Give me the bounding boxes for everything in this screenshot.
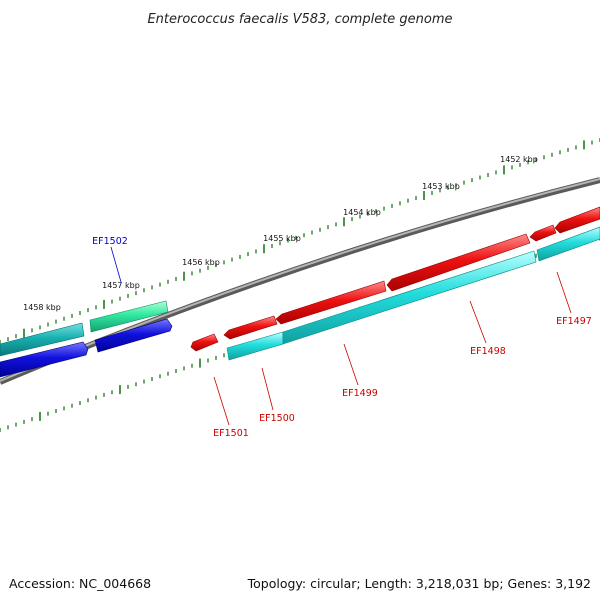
genome-backbone xyxy=(0,177,600,385)
gene-arrow-small[interactable] xyxy=(529,224,557,242)
scale-label-1453: 1453 kbp xyxy=(422,182,460,191)
gene-label-ef1498[interactable]: EF1498 xyxy=(470,346,506,357)
gene-label-ef1499[interactable]: EF1499 xyxy=(342,388,378,399)
gene-arrow-ef1501[interactable] xyxy=(190,333,219,352)
map-title: Enterococcus faecalis V583, complete gen… xyxy=(147,12,452,27)
gene-label-ef1497[interactable]: EF1497 xyxy=(556,316,592,327)
gene-arrow-ef1497[interactable] xyxy=(554,206,600,234)
cds-block-ef1499-ef1498[interactable] xyxy=(282,250,537,345)
scale-label-1454: 1454 kbp xyxy=(343,208,381,217)
accession-label: Accession: NC_004668 xyxy=(9,576,152,591)
gene-arrow-ef1502[interactable] xyxy=(94,318,173,353)
callout-line-ef1502 xyxy=(110,246,122,283)
callout-line-ef1497 xyxy=(556,271,572,314)
gene-arrow-ef1500[interactable] xyxy=(223,315,278,340)
scale-label-1455: 1455 kbp xyxy=(263,234,301,243)
callout-line-ef1498 xyxy=(469,300,487,344)
cds-block-ef1502[interactable] xyxy=(89,300,169,333)
gene-arrow-left-blue[interactable] xyxy=(0,341,89,378)
callout-line-ef1499 xyxy=(343,343,359,386)
scale-label-1452: 1452 kbp xyxy=(500,155,538,164)
genome-backbone-highlight xyxy=(0,178,600,382)
cds-block-ef1497[interactable] xyxy=(536,226,600,262)
gene-arrow-ef1498[interactable] xyxy=(386,233,531,292)
scale-label-1458: 1458 kbp xyxy=(23,303,61,312)
genome-summary: Topology: circular; Length: 3,218,031 bp… xyxy=(247,576,591,591)
scale-label-1457: 1457 kbp xyxy=(102,281,140,290)
gene-label-ef1502[interactable]: EF1502 xyxy=(92,236,128,247)
outer-scale-ticks xyxy=(0,138,600,344)
gene-label-ef1501[interactable]: EF1501 xyxy=(213,428,249,439)
gene-arrow-ef1499[interactable] xyxy=(275,280,387,325)
gene-label-ef1500[interactable]: EF1500 xyxy=(259,413,295,424)
callout-line-ef1501 xyxy=(213,376,230,426)
cds-block-left-teal[interactable] xyxy=(0,322,85,357)
scale-label-1456: 1456 kbp xyxy=(182,258,220,267)
callout-line-ef1500 xyxy=(261,367,274,411)
